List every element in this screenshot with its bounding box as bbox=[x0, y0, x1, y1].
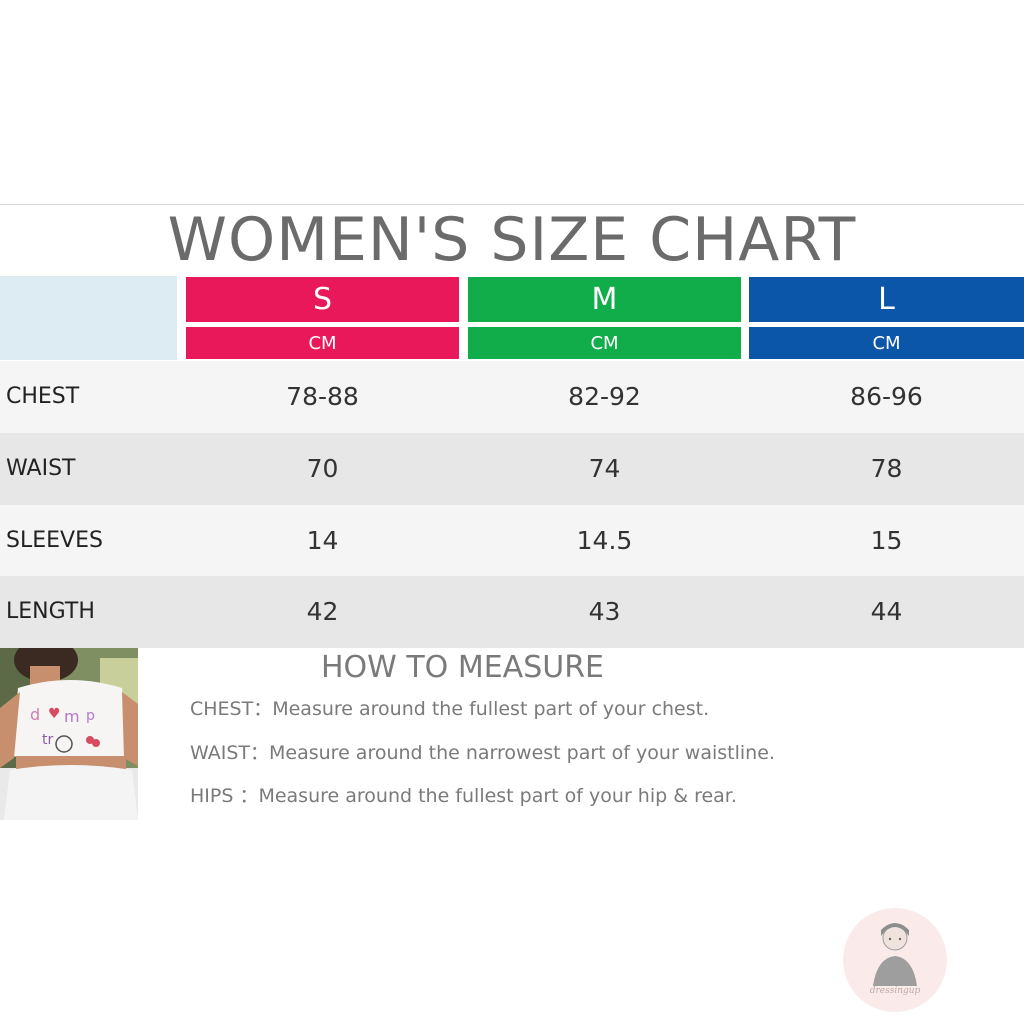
size-header-m: M bbox=[468, 277, 741, 322]
cell-m: 82-92 bbox=[568, 382, 641, 411]
chart-title: WOMEN'S SIZE CHART bbox=[167, 205, 857, 275]
measure-waist-text: WAIST：Measure around the narrowest part … bbox=[190, 742, 775, 764]
cell-s: 70 bbox=[306, 454, 339, 483]
unit-header-s: CM bbox=[186, 327, 459, 359]
size-header-s: S bbox=[186, 277, 459, 322]
svg-text:m: m bbox=[64, 707, 80, 726]
unit-header-m: CM bbox=[468, 327, 741, 359]
watermark-text: dressingup bbox=[869, 986, 921, 996]
how-to-measure-title: HOW TO MEASURE bbox=[320, 650, 604, 685]
svg-text:p: p bbox=[86, 708, 95, 724]
cell-l: 15 bbox=[870, 526, 903, 555]
row-label: CHEST bbox=[6, 384, 80, 409]
svg-text:♥: ♥ bbox=[48, 706, 61, 722]
cell-l: 86-96 bbox=[850, 382, 923, 411]
cell-m: 74 bbox=[588, 454, 621, 483]
cell-s: 78-88 bbox=[286, 382, 359, 411]
row-label: LENGTH bbox=[6, 599, 95, 624]
model-photo-illustration: d ♥ m p tr bbox=[0, 648, 138, 820]
cell-s: 42 bbox=[306, 597, 339, 626]
table-row-sleeves: SLEEVES 14 14.5 15 bbox=[0, 505, 1024, 577]
table-row-chest: CHEST 78-88 82-92 86-96 bbox=[0, 361, 1024, 433]
row-label: SLEEVES bbox=[6, 528, 103, 553]
size-chart bbox=[0, 204, 1024, 649]
watermark-logo: dressingup bbox=[843, 908, 947, 1012]
cell-s: 14 bbox=[306, 526, 339, 555]
measure-chest-text: CHEST：Measure around the fullest part of… bbox=[190, 698, 710, 720]
cell-l: 44 bbox=[870, 597, 903, 626]
row-label: WAIST bbox=[6, 456, 76, 481]
cell-m: 14.5 bbox=[576, 526, 633, 555]
model-photo: d ♥ m p tr bbox=[0, 648, 138, 820]
header-corner-cell bbox=[0, 276, 177, 360]
size-header-l: L bbox=[749, 277, 1024, 322]
svg-text:d: d bbox=[30, 705, 40, 724]
avatar-logo-icon bbox=[873, 923, 917, 986]
unit-header-l: CM bbox=[749, 327, 1024, 359]
cell-m: 43 bbox=[588, 597, 621, 626]
cell-l: 78 bbox=[870, 454, 903, 483]
svg-text:tr: tr bbox=[42, 732, 53, 748]
measure-hips-text: HIPS ：Measure around the fullest part of… bbox=[190, 785, 737, 807]
table-row-waist: WAIST 70 74 78 bbox=[0, 433, 1024, 505]
table-row-length: LENGTH 42 43 44 bbox=[0, 576, 1024, 648]
